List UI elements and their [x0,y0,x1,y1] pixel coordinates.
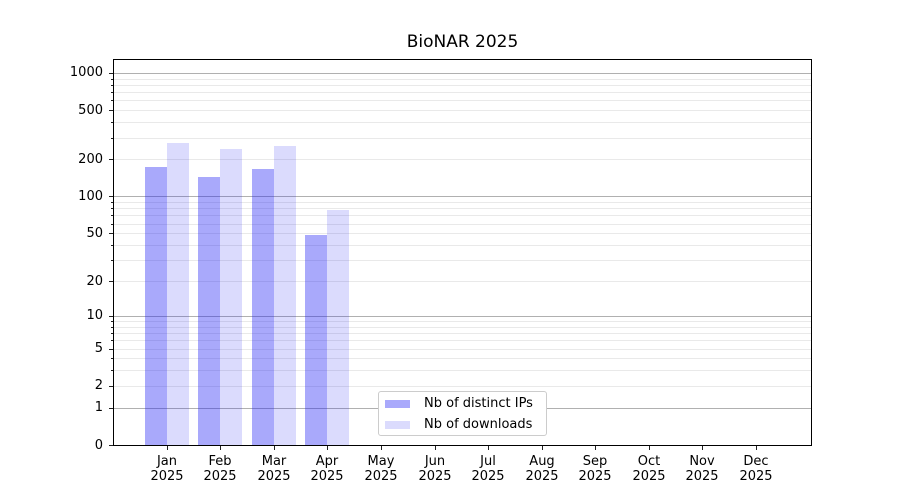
y-gridline-minor [114,202,811,203]
y-tick-label: 50 [86,226,103,241]
legend-item-downloads: Nb of downloads [385,414,546,435]
legend-label-distinct-ips: Nb of distinct IPs [424,396,533,411]
y-gridline-minor [114,224,811,225]
x-tick-label: Jul 2025 [471,454,505,484]
y-tick-label: 100 [78,189,103,204]
x-tick-label: Mar 2025 [257,454,291,484]
y-tick-label: 0 [94,438,103,453]
x-tick-mark [488,446,489,450]
plot-area: Nb of distinct IPs Nb of downloads [113,59,812,446]
x-tick-label: May 2025 [364,454,398,484]
y-gridline-minor [114,260,811,261]
bar-distinct-ips [305,235,327,445]
x-tick-mark [327,446,328,450]
y-gridline-minor [114,327,811,328]
y-tick-label: 2 [94,378,103,393]
x-tick-label: Aug 2025 [525,454,559,484]
y-tick-label: 1000 [69,65,103,80]
y-gridline-minor [114,100,811,101]
x-tick-label: Jun 2025 [418,454,452,484]
bar-distinct-ips [252,169,274,445]
x-tick-mark [220,446,221,450]
legend: Nb of distinct IPs Nb of downloads [378,391,547,436]
bars [114,60,811,445]
x-tick-mark [274,446,275,450]
bar-downloads [274,146,296,445]
y-gridline-minor [114,208,811,209]
x-tick-mark [167,446,168,450]
x-tick-label: Feb 2025 [203,454,237,484]
y-gridline-minor [114,349,811,350]
legend-label-downloads: Nb of downloads [424,417,533,432]
y-gridline-major [114,316,811,317]
x-tick-label: Apr 2025 [310,454,344,484]
x-tick-mark [756,446,757,450]
bar-downloads [327,210,349,445]
x-tick-label: Nov 2025 [685,454,719,484]
y-tick-label: 20 [86,274,103,289]
x-tick-label: Oct 2025 [632,454,666,484]
y-gridline-minor [114,122,811,123]
y-gridline-major [114,73,811,74]
y-gridline-minor [114,386,811,387]
x-tick-mark [702,446,703,450]
y-tick-label: 500 [78,103,103,118]
x-tick-mark [542,446,543,450]
y-tick-label: 5 [94,341,103,356]
bar-downloads [220,149,242,445]
x-tick-mark [435,446,436,450]
x-tick-label: Sep 2025 [578,454,612,484]
chart-title: BioNAR 2025 [406,32,519,52]
legend-item-distinct-ips: Nb of distinct IPs [385,393,546,414]
y-gridline-minor [114,138,811,139]
y-gridline-minor [114,110,811,111]
x-tick-label: Dec 2025 [739,454,773,484]
y-gridline-minor [114,245,811,246]
y-gridline-minor [114,79,811,80]
y-gridline-minor [114,85,811,86]
legend-swatch-distinct-ips [385,399,410,408]
y-gridline-minor [114,333,811,334]
y-tick-label: 10 [86,308,103,323]
y-gridline-minor [114,358,811,359]
legend-swatch-downloads [385,420,410,429]
y-gridline-minor [114,321,811,322]
y-gridline-minor [114,370,811,371]
x-tick-mark [649,446,650,450]
gridlines [114,60,811,445]
bar-distinct-ips [145,167,167,445]
y-gridline-minor [114,281,811,282]
bar-distinct-ips [198,177,220,445]
y-gridline-minor [114,92,811,93]
y-tick-label: 200 [78,152,103,167]
y-tick-label: 1 [94,400,103,415]
y-gridline-minor [114,159,811,160]
y-gridline-major [114,196,811,197]
y-gridline-minor [114,215,811,216]
y-gridline-minor [114,340,811,341]
x-tick-label: Jan 2025 [150,454,184,484]
x-tick-mark [595,446,596,450]
bar-downloads [167,143,189,445]
y-gridline-minor [114,233,811,234]
x-tick-mark [381,446,382,450]
